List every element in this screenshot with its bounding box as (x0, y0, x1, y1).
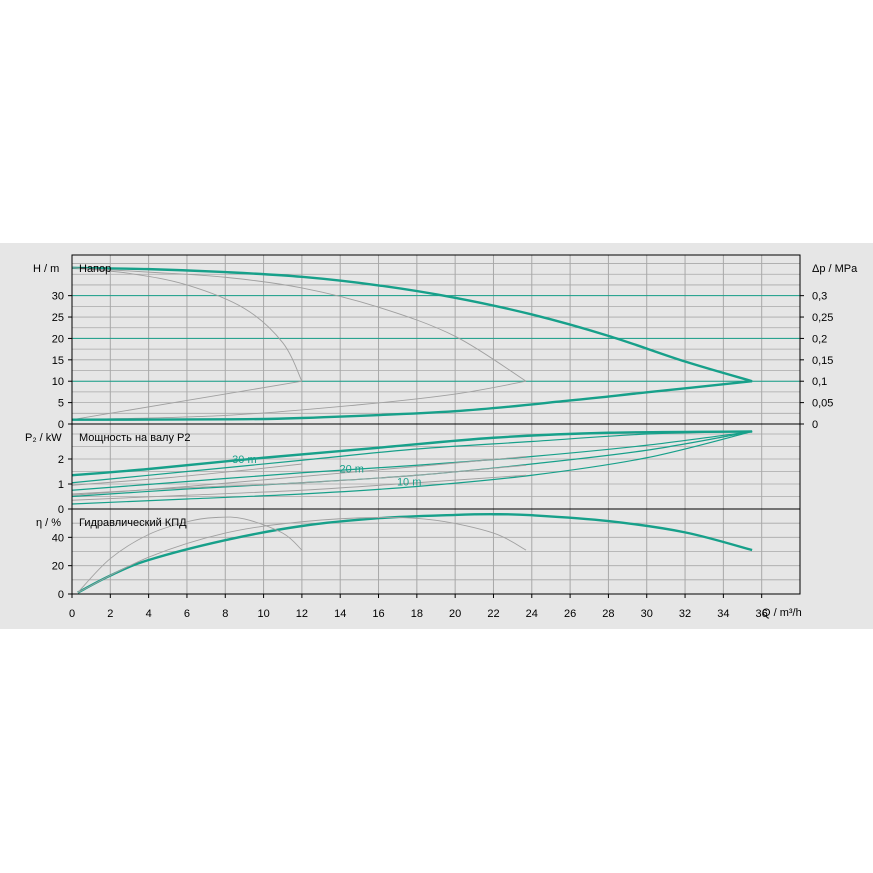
y-right-tick-label: 0,05 (812, 398, 833, 410)
y-right-tick-label: 0,3 (812, 291, 827, 303)
x-tick-label: 6 (184, 608, 190, 620)
y-tick-label: 30 (52, 291, 64, 303)
power-curve-label: 20 m (339, 463, 363, 475)
y-tick-label: 15 (52, 355, 64, 367)
head-curve (71, 267, 303, 382)
x-tick-label: 12 (296, 608, 308, 620)
x-tick-label: 0 (69, 608, 75, 620)
x-tick-label: 34 (717, 608, 729, 620)
y-right-tick-label: 0,25 (812, 312, 833, 324)
x-tick-label: 36 (756, 608, 768, 620)
head-curve (71, 267, 527, 382)
y-tick-label: 40 (52, 532, 64, 544)
y-tick-label: 0 (58, 419, 64, 431)
x-tick-label: 20 (449, 608, 461, 620)
y-tick-label: 5 (58, 398, 64, 410)
x-tick-label: 24 (526, 608, 538, 620)
head-y-axis-label: H / m (33, 263, 59, 275)
x-tick-label: 22 (487, 608, 499, 620)
x-tick-label: 16 (372, 608, 384, 620)
y-tick-label: 2 (58, 454, 64, 466)
power-curve (71, 463, 302, 486)
curves-layer (71, 266, 753, 594)
x-tick-label: 32 (679, 608, 691, 620)
efficiency-curve (77, 516, 527, 593)
x-tick-label: 28 (602, 608, 614, 620)
x-tick-label: 30 (641, 608, 653, 620)
y-tick-label: 10 (52, 376, 64, 388)
y-right-tick-label: 0 (812, 419, 818, 431)
y-tick-label: 0 (58, 504, 64, 516)
power-panel-title: Мощность на валу P2 (79, 432, 191, 444)
head-curve (71, 380, 302, 421)
y-right-tick-label: 0,15 (812, 355, 833, 367)
power-curve-label: 10 m (397, 477, 421, 489)
power-curve (71, 430, 753, 477)
efficiency-panel-frame (71, 508, 801, 595)
power-curve (71, 430, 753, 484)
efficiency-curve (77, 513, 753, 594)
head-curve (71, 266, 753, 383)
head-curve (71, 380, 753, 421)
x-axis-label: Q / m³/h (762, 607, 802, 619)
head-curve (71, 380, 527, 421)
x-tick-label: 26 (564, 608, 576, 620)
power-y-axis-label: P₂ / kW (25, 432, 62, 444)
power-curve (71, 430, 753, 505)
y-tick-label: 25 (52, 312, 64, 324)
x-tick-label: 2 (107, 608, 113, 620)
y-tick-label: 0 (58, 589, 64, 601)
power-curve (71, 464, 527, 495)
y-right-tick-label: 0,2 (812, 333, 827, 345)
power-curve (71, 474, 527, 501)
x-tick-label: 14 (334, 608, 346, 620)
panel-frames (71, 254, 801, 595)
x-tick-label: 18 (411, 608, 423, 620)
y-right-tick-label: 0,1 (812, 376, 827, 388)
x-tick-label: 10 (257, 608, 269, 620)
efficiency-panel-title: Гидравлический КПД (79, 517, 187, 529)
y-tick-label: 1 (58, 479, 64, 491)
efficiency-curve (77, 516, 303, 593)
x-tick-label: 4 (146, 608, 152, 620)
pressure-y-axis-label: Δp / MPa (812, 263, 858, 275)
labels-layer: Напор Мощность на валу P2 Гидравлический… (25, 263, 858, 620)
head-panel-title: Напор (79, 263, 111, 275)
y-tick-label: 20 (52, 333, 64, 345)
efficiency-y-axis-label: η / % (36, 517, 61, 529)
power-curve-label: 30 m (232, 454, 256, 466)
power-curve (71, 430, 753, 491)
y-tick-label: 20 (52, 561, 64, 573)
x-tick-label: 8 (222, 608, 228, 620)
